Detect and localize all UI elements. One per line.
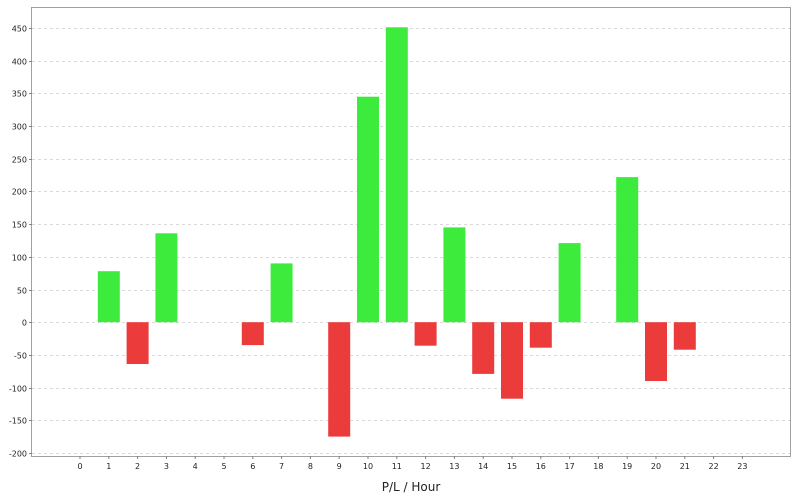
y-tick-label: 50 bbox=[17, 287, 27, 296]
y-tick-label: 250 bbox=[12, 156, 27, 165]
y-tick-label: -50 bbox=[14, 352, 27, 361]
y-tick-label: 200 bbox=[12, 188, 27, 197]
x-tick-label: 3 bbox=[164, 462, 169, 471]
x-tick-label: 20 bbox=[651, 462, 661, 471]
x-tick-label: 2 bbox=[135, 462, 140, 471]
x-tick-label: 9 bbox=[337, 462, 342, 471]
y-tick-label: -150 bbox=[9, 417, 27, 426]
bar-hour-12 bbox=[414, 322, 437, 346]
x-tick-label: 16 bbox=[536, 462, 546, 471]
x-tick-label: 4 bbox=[193, 462, 198, 471]
x-tick-label: 0 bbox=[77, 462, 82, 471]
y-tick-label: -200 bbox=[9, 450, 27, 459]
bar-hour-9 bbox=[328, 322, 351, 437]
x-tick-label: 19 bbox=[622, 462, 632, 471]
bars bbox=[97, 27, 696, 437]
y-tick-label: 400 bbox=[12, 58, 27, 67]
bar-hour-20 bbox=[645, 322, 667, 381]
bar-hour-16 bbox=[529, 322, 552, 348]
x-axis-ticks: 0 1 2 3 4 5 6 7 8 9 10 11 12 13 14 15 16 17 18 19 20 21 22 23 bbox=[77, 456, 747, 471]
bar-hour-15 bbox=[501, 322, 523, 399]
x-tick-label: 1 bbox=[106, 462, 111, 471]
bar-hour-11 bbox=[385, 27, 408, 323]
y-tick-label: 350 bbox=[12, 90, 27, 99]
y-tick-label: 150 bbox=[12, 221, 27, 230]
x-tick-label: 7 bbox=[279, 462, 284, 471]
x-axis-title: P/L / Hour bbox=[382, 480, 441, 494]
x-tick-label: 15 bbox=[507, 462, 517, 471]
y-tick-label: -100 bbox=[9, 385, 27, 394]
bar-hour-14 bbox=[472, 322, 495, 374]
bar-hour-13 bbox=[443, 227, 466, 323]
x-tick-label: 13 bbox=[449, 462, 459, 471]
x-tick-label: 11 bbox=[392, 462, 402, 471]
x-tick-label: 18 bbox=[593, 462, 603, 471]
x-tick-label: 6 bbox=[250, 462, 255, 471]
x-tick-label: 22 bbox=[709, 462, 719, 471]
bar-hour-6 bbox=[241, 322, 264, 346]
x-tick-label: 17 bbox=[565, 462, 575, 471]
bar-hour-21 bbox=[673, 322, 696, 350]
bar-hour-2 bbox=[126, 322, 149, 364]
x-tick-label: 14 bbox=[478, 462, 488, 471]
y-tick-label: 0 bbox=[22, 319, 27, 328]
x-tick-label: 8 bbox=[308, 462, 313, 471]
bar-hour-17 bbox=[558, 243, 581, 323]
y-axis-ticks: -200 -150 -100 -50 0 50 100 150 200 250 300 350 400 4… bbox=[9, 25, 32, 459]
x-tick-label: 5 bbox=[221, 462, 226, 471]
x-tick-label: 21 bbox=[680, 462, 690, 471]
grid-lines bbox=[32, 28, 790, 454]
bar-hour-19 bbox=[616, 177, 639, 323]
y-tick-label: 100 bbox=[12, 254, 27, 263]
x-tick-label: 12 bbox=[421, 462, 431, 471]
plot-frame bbox=[31, 7, 791, 457]
x-tick-label: 10 bbox=[363, 462, 373, 471]
y-tick-label: 300 bbox=[12, 123, 27, 132]
x-tick-label: 23 bbox=[737, 462, 747, 471]
bar-hour-1 bbox=[97, 271, 120, 323]
bar-hour-3 bbox=[155, 233, 178, 323]
bar-hour-10 bbox=[357, 96, 379, 323]
y-tick-label: 450 bbox=[12, 25, 27, 34]
bar-hour-7 bbox=[270, 263, 293, 323]
